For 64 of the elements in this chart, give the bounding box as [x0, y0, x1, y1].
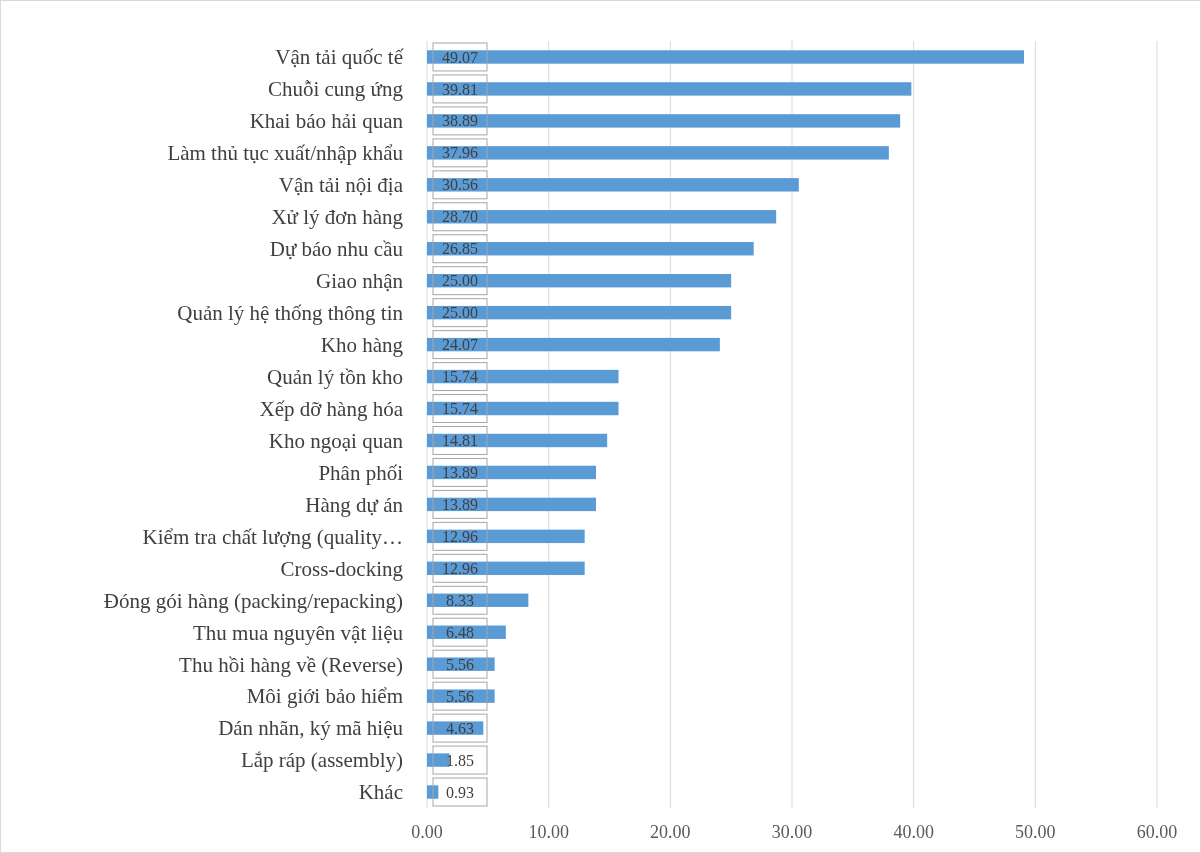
y-tick-label: Cross-docking — [280, 556, 404, 581]
y-tick-label: Khai báo hải quan — [249, 109, 404, 134]
x-tick-label: 40.00 — [893, 822, 934, 842]
y-tick-label: Môi giới bảo hiểm — [246, 684, 403, 709]
y-tick-label: Giao nhận — [316, 269, 404, 294]
x-tick-label: 30.00 — [771, 822, 813, 842]
data-label: 0.93 — [446, 783, 474, 801]
data-label: 12.96 — [442, 527, 478, 545]
x-tick-label: 50.00 — [1015, 822, 1056, 842]
y-tick-label: Chuỗi cung ứng — [267, 77, 404, 102]
data-label: 14.81 — [442, 432, 478, 450]
y-tick-label: Vận tải nội địa — [278, 173, 404, 198]
bar — [427, 242, 754, 256]
y-tick-label: Đóng gói hàng (packing/repacking) — [103, 588, 403, 613]
data-label: 5.56 — [446, 687, 474, 705]
x-tick-label: 20.00 — [650, 822, 691, 842]
y-tick-label: Phân phối — [318, 460, 404, 485]
data-label: 5.56 — [446, 655, 474, 673]
bar — [427, 305, 732, 320]
data-label: 38.89 — [442, 112, 478, 130]
data-label: 25.00 — [442, 304, 478, 322]
x-tick-label: 10.00 — [528, 822, 569, 842]
bar — [427, 273, 732, 288]
y-tick-label: Làm thủ tục xuất/nhập khẩu — [167, 141, 404, 166]
y-tick-label: Dán nhãn, ký mã hiệu — [218, 716, 404, 741]
data-label: 24.07 — [442, 336, 478, 354]
bar — [427, 210, 777, 224]
data-label: 37.96 — [442, 144, 478, 162]
data-label: 13.89 — [442, 496, 478, 513]
y-tick-label: Thu hồi hàng về (Reverse) — [179, 652, 403, 677]
y-tick-label: Xếp dỡ hàng hóa — [259, 396, 404, 421]
data-label: 30.56 — [442, 176, 478, 194]
data-label: 4.63 — [446, 719, 474, 737]
y-tick-label: Hàng dự án — [305, 492, 404, 517]
y-tick-label: Lắp ráp (assembly) — [240, 748, 403, 773]
x-tick-label: 60.00 — [1136, 822, 1178, 842]
y-tick-label: Quản lý tồn kho — [267, 364, 403, 389]
y-tick-label: Xử lý đơn hàng — [271, 205, 404, 230]
data-label: 39.81 — [442, 80, 478, 98]
data-label: 13.89 — [442, 464, 478, 482]
y-tick-label: Dự báo nhu cầu — [269, 237, 404, 262]
y-tick-label: Kiểm tra chất lượng (quality… — [142, 524, 403, 549]
bar — [427, 337, 720, 352]
data-label: 28.70 — [442, 208, 478, 226]
data-label: 8.33 — [446, 591, 474, 609]
y-tick-label: Khác — [358, 780, 403, 805]
data-label: 25.00 — [442, 272, 478, 290]
y-tick-label: Kho hàng — [320, 332, 404, 357]
data-label: 49.07 — [442, 48, 478, 66]
y-tick-label: Thu mua nguyên vật liệu — [193, 620, 404, 645]
y-tick-label: Quản lý hệ thống thông tin — [177, 301, 404, 325]
bar — [427, 114, 901, 128]
bar — [427, 178, 799, 192]
data-label: 26.85 — [442, 240, 478, 258]
data-label: 12.96 — [442, 559, 478, 577]
bar — [427, 146, 889, 160]
data-label: 6.48 — [446, 623, 474, 641]
data-label: 15.74 — [442, 368, 478, 386]
data-label: 15.74 — [442, 400, 478, 418]
x-tick-label: 0.00 — [411, 822, 443, 842]
bar — [427, 82, 912, 96]
y-tick-label: Vận tải quốc tế — [275, 45, 404, 70]
y-tick-label: Kho ngoại quan — [268, 428, 404, 453]
bar — [427, 50, 1025, 64]
